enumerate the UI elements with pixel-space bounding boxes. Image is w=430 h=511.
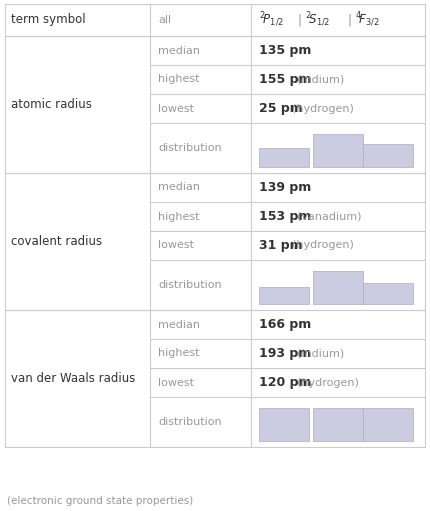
Text: distribution: distribution [158, 417, 221, 427]
Bar [363, 144, 413, 167]
Text: 166 pm: 166 pm [259, 318, 311, 331]
Bar [313, 408, 363, 441]
Text: distribution: distribution [158, 143, 221, 153]
Bar [313, 270, 363, 304]
Text: atomic radius: atomic radius [11, 98, 92, 111]
Text: van der Waals radius: van der Waals radius [11, 372, 135, 385]
Text: (indium): (indium) [298, 349, 345, 359]
Text: (hydrogen): (hydrogen) [298, 378, 359, 387]
Text: $|$: $|$ [347, 12, 351, 28]
Text: 31 pm: 31 pm [259, 239, 302, 252]
Text: lowest: lowest [158, 104, 194, 113]
Bar [259, 408, 309, 441]
Bar [363, 408, 413, 441]
Text: median: median [158, 182, 200, 193]
Text: covalent radius: covalent radius [11, 235, 102, 248]
Text: (vanadium): (vanadium) [298, 212, 362, 221]
Bar [313, 133, 363, 167]
Text: median: median [158, 319, 200, 330]
Text: $^{2}\!S_{1/2}$: $^{2}\!S_{1/2}$ [305, 11, 330, 29]
Text: (hydrogen): (hydrogen) [292, 241, 353, 250]
Text: $^{2}\!P_{1/2}$: $^{2}\!P_{1/2}$ [259, 11, 284, 29]
Text: (hydrogen): (hydrogen) [292, 104, 353, 113]
Text: 193 pm: 193 pm [259, 347, 311, 360]
Text: $|$: $|$ [297, 12, 301, 28]
Text: (indium): (indium) [298, 75, 345, 84]
Bar [363, 283, 413, 304]
Text: lowest: lowest [158, 378, 194, 387]
Bar [259, 148, 309, 167]
Text: 153 pm: 153 pm [259, 210, 311, 223]
Text: $^{4}\!F_{3/2}$: $^{4}\!F_{3/2}$ [355, 11, 379, 29]
Text: highest: highest [158, 212, 200, 221]
Text: distribution: distribution [158, 280, 221, 290]
Text: 155 pm: 155 pm [259, 73, 311, 86]
Text: term symbol: term symbol [11, 13, 86, 27]
Text: all: all [158, 15, 171, 25]
Text: (electronic ground state properties): (electronic ground state properties) [7, 496, 193, 506]
Text: median: median [158, 45, 200, 56]
Text: 139 pm: 139 pm [259, 181, 311, 194]
Text: lowest: lowest [158, 241, 194, 250]
Text: highest: highest [158, 349, 200, 359]
Text: highest: highest [158, 75, 200, 84]
Text: 135 pm: 135 pm [259, 44, 311, 57]
Text: 25 pm: 25 pm [259, 102, 302, 115]
Text: 120 pm: 120 pm [259, 376, 311, 389]
Bar [259, 287, 309, 304]
